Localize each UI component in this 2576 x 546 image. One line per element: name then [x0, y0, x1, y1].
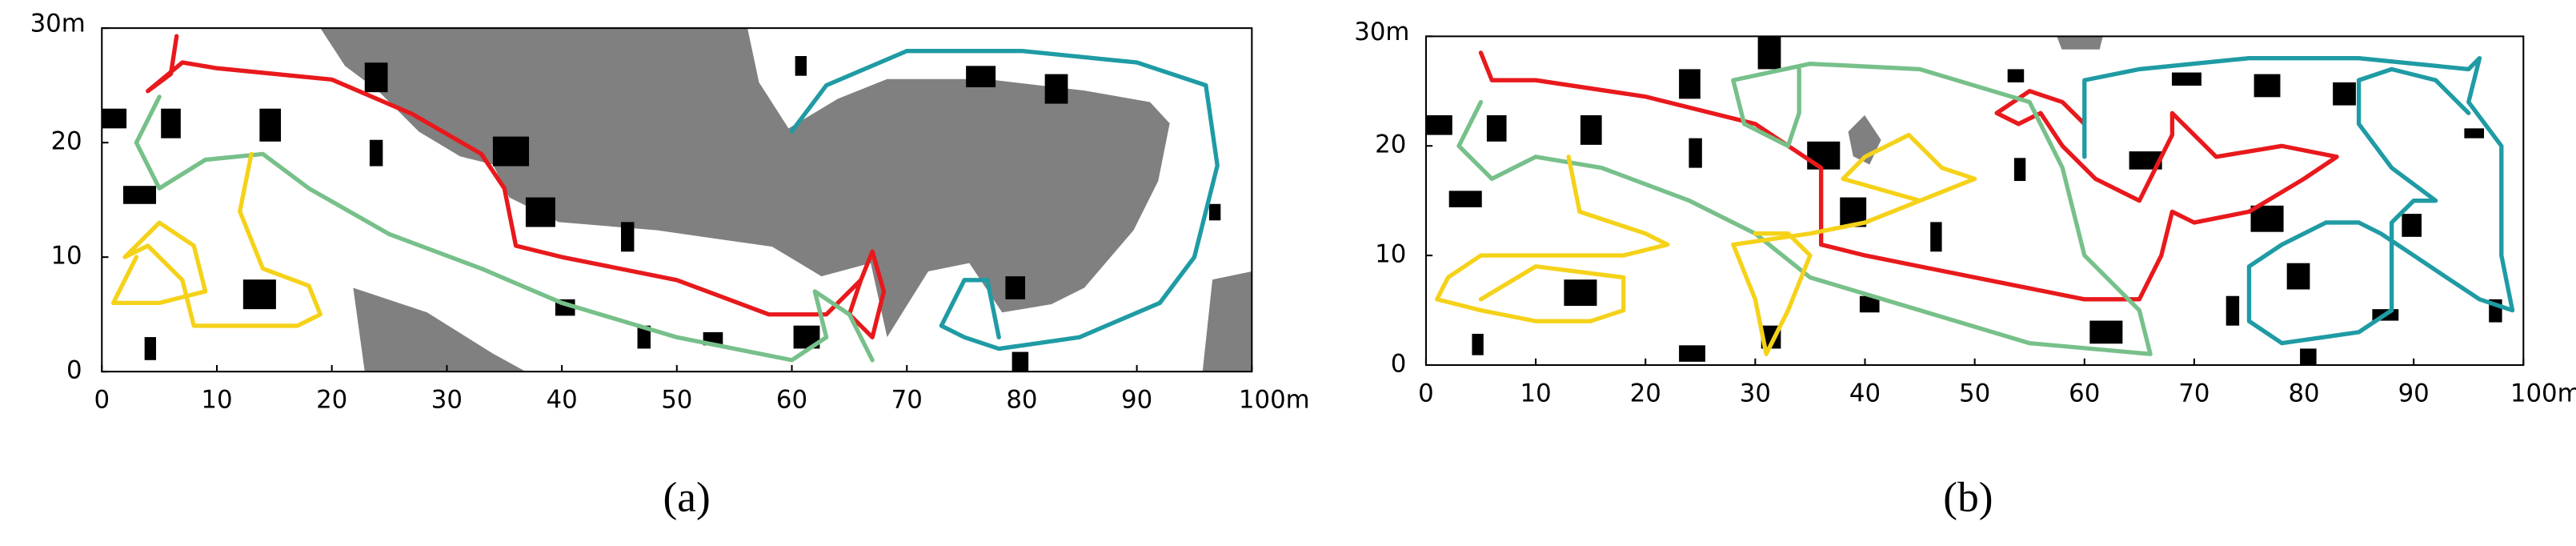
x-tick-label: 0	[94, 386, 110, 415]
x-tick-label: 90	[1121, 386, 1152, 415]
obstacle	[1679, 69, 1701, 99]
obstacle	[2171, 72, 2201, 86]
obstacle	[1689, 138, 1702, 168]
y-tick-label: 30m	[1354, 18, 1409, 46]
obstacle	[795, 56, 807, 76]
obstacle	[1757, 36, 1781, 70]
occupied-area	[320, 28, 1170, 338]
obstacle	[637, 325, 651, 349]
x-tick-label: 20	[316, 386, 347, 415]
obstacle	[966, 66, 996, 88]
obstacle	[2225, 295, 2240, 326]
obstacle	[369, 139, 383, 167]
obstacle	[525, 197, 555, 227]
x-tick-label: 60	[2069, 379, 2100, 407]
obstacle	[2007, 69, 2025, 82]
obstacle	[1012, 351, 1029, 372]
occupied-area	[1202, 271, 1252, 372]
x-tick-label: 40	[1849, 379, 1881, 407]
x-tick-label: 20	[1630, 379, 1661, 407]
x-tick-label: 70	[891, 386, 923, 415]
x-tick-label: 50	[661, 386, 692, 415]
occupied-area	[353, 287, 526, 372]
trajectory	[1478, 50, 2339, 302]
x-tick-label: 60	[776, 386, 807, 415]
y-tick-label: 0	[66, 356, 82, 385]
x-tick-label: 50	[1959, 379, 1990, 407]
obstacle	[1448, 191, 1482, 207]
x-tick-label: 90	[2398, 379, 2430, 407]
obstacle	[2250, 205, 2284, 232]
x-tick-label: 80	[1006, 386, 1037, 415]
obstacles	[102, 56, 1221, 372]
obstacle	[1679, 345, 1705, 362]
x-tick-label: 30	[431, 386, 463, 415]
obstacle	[2286, 263, 2310, 290]
y-tick-label: 10	[1375, 240, 1406, 269]
obstacle	[1425, 114, 1452, 135]
obstacle	[1472, 333, 1484, 355]
trajectory	[1456, 61, 2153, 356]
obstacle	[259, 108, 282, 142]
obstacle	[1859, 295, 1880, 313]
obstacle	[2402, 214, 2422, 237]
trajectory	[110, 151, 323, 328]
x-tick-label: 10	[1520, 379, 1551, 407]
y-tick-label: 0	[1391, 349, 1407, 378]
trajectory	[1435, 132, 1977, 356]
obstacle	[102, 108, 127, 129]
obstacle	[1807, 141, 1841, 170]
obstacle	[364, 62, 388, 93]
x-tick-label: 30	[1740, 379, 1771, 407]
map-b	[1425, 36, 2502, 365]
occupied-area	[2057, 36, 2103, 50]
x-tick-label: 40	[547, 386, 578, 415]
y-tick-label: 10	[50, 242, 82, 271]
trajectory	[789, 48, 1220, 351]
x-tick-label: 70	[2178, 379, 2209, 407]
obstacle	[1486, 114, 1507, 142]
obstacle	[1930, 222, 1942, 252]
x-tick-label: 80	[2288, 379, 2319, 407]
y-tick-label: 20	[50, 127, 82, 156]
chart: 0 10 20 30 40 50 60 70 80 90 100m 0 10 20 30m (b)	[1354, 18, 2576, 521]
obstacle	[1208, 203, 1221, 221]
obstacle	[161, 108, 181, 139]
obstacle	[492, 136, 530, 167]
obstacle	[2013, 158, 2026, 182]
map-a	[102, 28, 1252, 372]
x-tick-label: 100m	[1239, 386, 1310, 415]
obstacle	[242, 279, 276, 310]
obstacle	[621, 222, 635, 252]
obstacle	[2129, 151, 2162, 170]
obstacle	[1580, 114, 1602, 145]
trajectory	[2082, 56, 2515, 346]
y-tick-label: 30m	[30, 10, 86, 38]
caption: (a)	[663, 473, 711, 521]
caption: (b)	[1943, 473, 1993, 521]
y-tick-label: 20	[1375, 130, 1406, 159]
obstacle	[2464, 128, 2485, 139]
obstacle	[1044, 74, 1068, 104]
obstacle	[1564, 279, 1597, 307]
trajectory	[134, 94, 875, 363]
chart: 0 10 20 30 40 50 60 70 80 90 100m 0 10 20 30m (a)	[30, 10, 1310, 521]
x-tick-label: 0	[1418, 379, 1434, 407]
trajectory	[146, 34, 887, 339]
obstacle	[2300, 348, 2317, 365]
obstacle	[1005, 276, 1026, 299]
obstacle	[2253, 74, 2281, 98]
obstacle	[2089, 320, 2123, 344]
obstacle	[2333, 82, 2356, 106]
obstacles	[1425, 36, 2502, 365]
x-tick-label: 10	[201, 386, 232, 415]
obstacle	[144, 337, 157, 360]
obstacle	[122, 186, 157, 204]
x-tick-label: 100m	[2510, 379, 2576, 407]
